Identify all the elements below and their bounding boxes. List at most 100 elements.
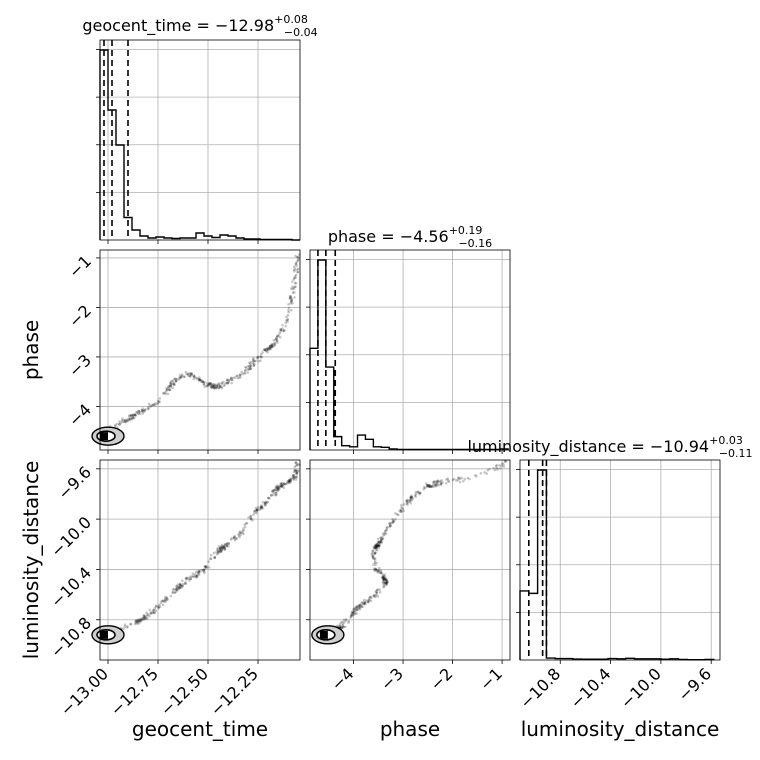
sample-point bbox=[427, 485, 431, 488]
sample-point bbox=[279, 482, 283, 485]
sample-point bbox=[238, 530, 241, 533]
sample-point bbox=[123, 625, 127, 628]
sample-point bbox=[143, 616, 147, 619]
sample-point bbox=[175, 586, 179, 590]
sample-point bbox=[251, 362, 255, 365]
sample-point bbox=[215, 385, 219, 388]
sample-point bbox=[173, 591, 177, 595]
sample-point bbox=[294, 262, 298, 265]
sample-point bbox=[287, 309, 290, 312]
sample-point bbox=[137, 411, 141, 415]
sample-point bbox=[219, 550, 223, 553]
sample-point bbox=[376, 588, 380, 592]
sample-point bbox=[241, 372, 244, 376]
sample-point bbox=[351, 611, 355, 615]
sample-point bbox=[408, 499, 412, 503]
sample-point bbox=[276, 486, 280, 490]
sample-point bbox=[296, 271, 300, 274]
sample-point bbox=[249, 360, 253, 364]
sample-point bbox=[440, 479, 443, 482]
sample-point bbox=[288, 297, 292, 300]
sample-point bbox=[272, 488, 276, 492]
sample-point bbox=[127, 417, 131, 421]
sample-point bbox=[342, 618, 346, 622]
sample-point bbox=[276, 341, 279, 344]
sample-point bbox=[249, 515, 252, 518]
sample-point bbox=[175, 377, 179, 381]
sample-point bbox=[275, 487, 279, 491]
sample-point bbox=[162, 599, 165, 603]
sample-point bbox=[211, 384, 214, 388]
sample-point bbox=[195, 574, 198, 578]
sample-point bbox=[388, 522, 392, 525]
sample-point bbox=[164, 391, 167, 394]
sample-point bbox=[169, 594, 173, 598]
sample-point bbox=[502, 465, 506, 468]
sample-point bbox=[124, 421, 127, 424]
sample-point bbox=[294, 461, 297, 464]
sample-point bbox=[218, 550, 222, 553]
sample-point bbox=[294, 469, 297, 473]
sample-point bbox=[184, 582, 188, 585]
sample-point bbox=[137, 409, 140, 413]
sample-point bbox=[217, 551, 220, 555]
sample-point bbox=[167, 386, 170, 390]
sample-point bbox=[215, 552, 219, 556]
sample-point bbox=[145, 615, 148, 619]
sample-point bbox=[221, 547, 225, 550]
sample-point bbox=[156, 401, 159, 405]
sample-point bbox=[171, 591, 174, 594]
sample-point bbox=[226, 378, 229, 381]
sample-point bbox=[244, 522, 248, 525]
panel-scatter-phase-distance bbox=[306, 459, 511, 664]
sample-point bbox=[349, 615, 353, 618]
sample-point bbox=[207, 382, 211, 386]
sample-point bbox=[422, 486, 426, 489]
y-tick-label: −3 bbox=[65, 351, 95, 381]
sample-point bbox=[238, 373, 242, 377]
sample-point bbox=[275, 491, 278, 495]
sample-point bbox=[377, 544, 380, 547]
sample-point bbox=[276, 334, 280, 338]
sample-point bbox=[295, 471, 299, 475]
sample-point bbox=[245, 521, 249, 525]
sample-point bbox=[377, 544, 380, 548]
sample-point bbox=[362, 602, 365, 606]
sample-point bbox=[266, 347, 269, 350]
sample-point bbox=[197, 379, 201, 382]
grid bbox=[100, 250, 300, 450]
sample-point bbox=[178, 586, 182, 590]
x-tick-label: −9.6 bbox=[674, 664, 715, 705]
sample-point bbox=[377, 566, 381, 570]
sample-point bbox=[290, 298, 294, 301]
sample-point bbox=[274, 492, 278, 495]
sample-point bbox=[116, 422, 119, 426]
sample-point bbox=[363, 601, 367, 605]
sample-point bbox=[258, 355, 262, 358]
sample-point bbox=[226, 381, 229, 385]
sample-point bbox=[152, 608, 155, 612]
sample-point bbox=[151, 403, 154, 407]
sample-point bbox=[149, 611, 153, 614]
sample-point bbox=[121, 420, 124, 424]
sample-point bbox=[167, 385, 170, 388]
sample-point bbox=[127, 418, 131, 421]
sample-point bbox=[424, 482, 428, 485]
sample-point bbox=[203, 381, 206, 384]
sample-point bbox=[156, 399, 160, 403]
sample-point bbox=[182, 375, 186, 379]
sample-point bbox=[400, 510, 403, 514]
sample-point bbox=[338, 624, 342, 628]
sample-point bbox=[385, 580, 389, 583]
sample-point bbox=[428, 485, 432, 489]
sample-point bbox=[275, 485, 279, 488]
sample-point bbox=[220, 385, 223, 389]
sample-point bbox=[384, 581, 387, 585]
sample-point bbox=[410, 495, 414, 499]
sample-point bbox=[129, 623, 132, 626]
sample-point bbox=[239, 531, 242, 535]
sample-point bbox=[137, 619, 140, 623]
sample-point bbox=[216, 549, 220, 553]
sample-point bbox=[220, 546, 223, 549]
sample-point bbox=[122, 419, 125, 422]
